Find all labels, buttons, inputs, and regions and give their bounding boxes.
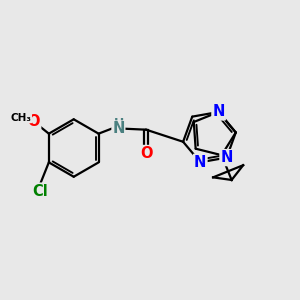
Text: O: O xyxy=(28,114,40,129)
Text: N: N xyxy=(212,104,225,119)
Text: O: O xyxy=(140,146,152,161)
Text: N: N xyxy=(220,150,233,165)
Text: N: N xyxy=(112,121,124,136)
Text: H: H xyxy=(114,117,124,130)
Text: CH₃: CH₃ xyxy=(11,113,32,123)
Text: Cl: Cl xyxy=(32,184,48,199)
Text: N: N xyxy=(194,155,206,170)
